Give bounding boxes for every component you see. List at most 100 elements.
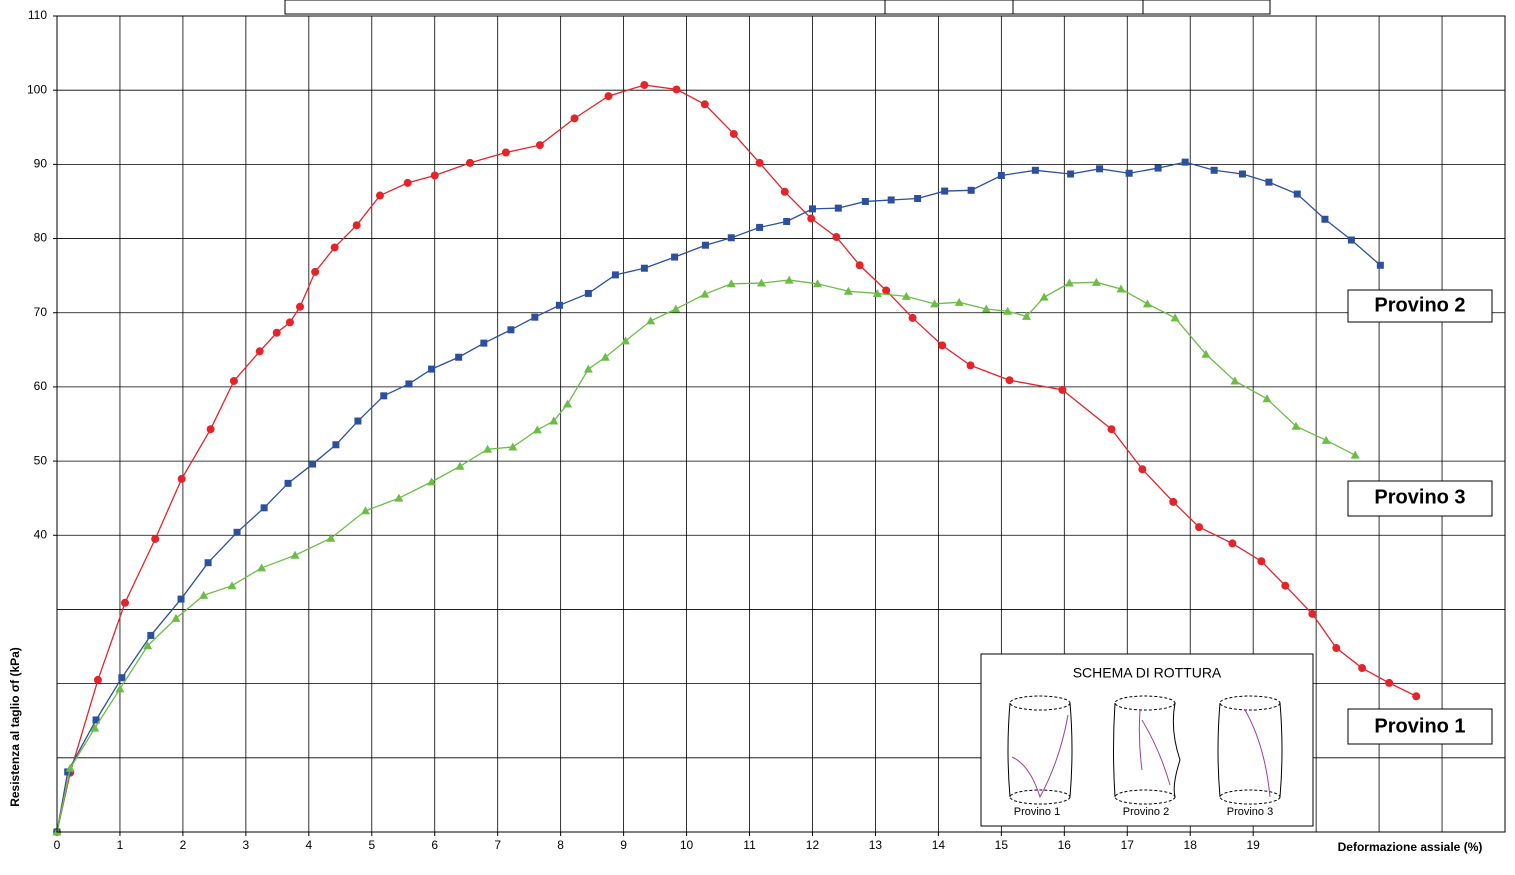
marker: [584, 289, 592, 297]
marker: [855, 261, 864, 270]
marker: [1169, 497, 1178, 506]
marker: [1412, 692, 1421, 701]
marker: [272, 328, 281, 337]
marker: [507, 326, 515, 334]
marker: [1003, 306, 1013, 315]
marker: [887, 196, 895, 204]
marker: [671, 253, 679, 261]
marker: [954, 297, 964, 306]
marker: [115, 684, 125, 693]
marker: [640, 80, 649, 89]
x-tick-label: 8: [557, 838, 564, 852]
marker: [309, 460, 317, 468]
marker: [92, 716, 100, 724]
marker: [1376, 261, 1384, 269]
marker: [1265, 178, 1273, 186]
marker: [901, 291, 911, 300]
marker: [671, 304, 681, 313]
inset-box: [980, 653, 1314, 827]
y-tick-label: 110: [28, 8, 47, 22]
marker: [843, 286, 853, 295]
marker: [532, 425, 542, 434]
marker: [930, 299, 940, 308]
x-tick-label: 15: [995, 838, 1009, 852]
x-tick-label: 5: [368, 838, 375, 852]
marker: [430, 171, 439, 180]
marker: [1347, 236, 1355, 244]
series-line: [56, 161, 1381, 833]
marker: [535, 141, 544, 150]
marker: [808, 205, 816, 213]
marker: [354, 417, 362, 425]
marker: [1228, 539, 1237, 548]
y-axis-label: Resistenza al taglio σf (kPa): [8, 647, 22, 807]
plot-border: [56, 15, 1506, 833]
x-tick-label: 11: [743, 838, 756, 852]
marker: [199, 590, 209, 599]
marker: [501, 148, 510, 157]
marker: [1281, 581, 1290, 590]
marker: [1091, 277, 1101, 286]
marker: [563, 399, 573, 408]
marker: [120, 598, 129, 607]
series-line: [56, 84, 1417, 833]
marker: [177, 474, 186, 483]
x-tick-label: 6: [431, 838, 438, 852]
marker: [65, 763, 75, 772]
marker: [480, 339, 488, 347]
marker: [967, 186, 975, 194]
marker: [257, 563, 267, 572]
marker: [611, 271, 619, 279]
inset: SCHEMA DI ROTTURA Provino 1 Provino 2 Pr…: [980, 653, 1314, 827]
marker: [1385, 678, 1394, 687]
marker: [672, 85, 681, 94]
marker: [1358, 664, 1367, 673]
marker: [604, 92, 613, 101]
marker: [1321, 435, 1331, 444]
marker: [1201, 349, 1211, 358]
marker: [700, 100, 709, 109]
marker: [375, 191, 384, 200]
marker: [508, 442, 518, 451]
inset-label: Provino 3: [1227, 806, 1273, 818]
legend-box: [1347, 480, 1493, 517]
y-tick-label: 40: [34, 527, 48, 541]
marker: [938, 341, 947, 350]
marker: [1067, 170, 1075, 178]
marker: [555, 301, 563, 309]
series-layer: [52, 80, 1421, 836]
marker: [1262, 394, 1272, 403]
marker: [570, 114, 579, 123]
marker: [1138, 465, 1147, 474]
marker: [177, 595, 185, 603]
marker: [1230, 376, 1240, 385]
x-axis-label: Deformazione assiale (%): [1338, 840, 1483, 854]
x-tick-label: 13: [869, 838, 883, 852]
marker: [756, 278, 766, 287]
inset-title: SCHEMA DI ROTTURA: [1073, 665, 1222, 681]
marker: [143, 641, 153, 650]
x-tick-label: 1: [117, 838, 124, 852]
marker: [1039, 292, 1049, 301]
marker: [1107, 425, 1116, 434]
marker: [780, 187, 789, 196]
marker: [549, 416, 559, 425]
x-tick-label: 0: [54, 838, 61, 852]
marker: [360, 506, 370, 515]
x-tick-label: 18: [1184, 838, 1198, 852]
marker: [151, 534, 160, 543]
marker: [1181, 158, 1189, 166]
marker: [455, 461, 465, 470]
marker: [465, 158, 474, 167]
marker: [1031, 166, 1039, 174]
marker: [646, 316, 656, 325]
y-tick-label: 70: [34, 305, 48, 319]
x-tick-label: 7: [494, 838, 501, 852]
marker: [405, 380, 413, 388]
marker: [64, 768, 72, 776]
marker: [727, 234, 735, 242]
marker: [204, 559, 212, 567]
legend-box: [1347, 289, 1493, 323]
x-tick-label: 17: [1121, 838, 1135, 852]
marker: [1332, 644, 1341, 653]
